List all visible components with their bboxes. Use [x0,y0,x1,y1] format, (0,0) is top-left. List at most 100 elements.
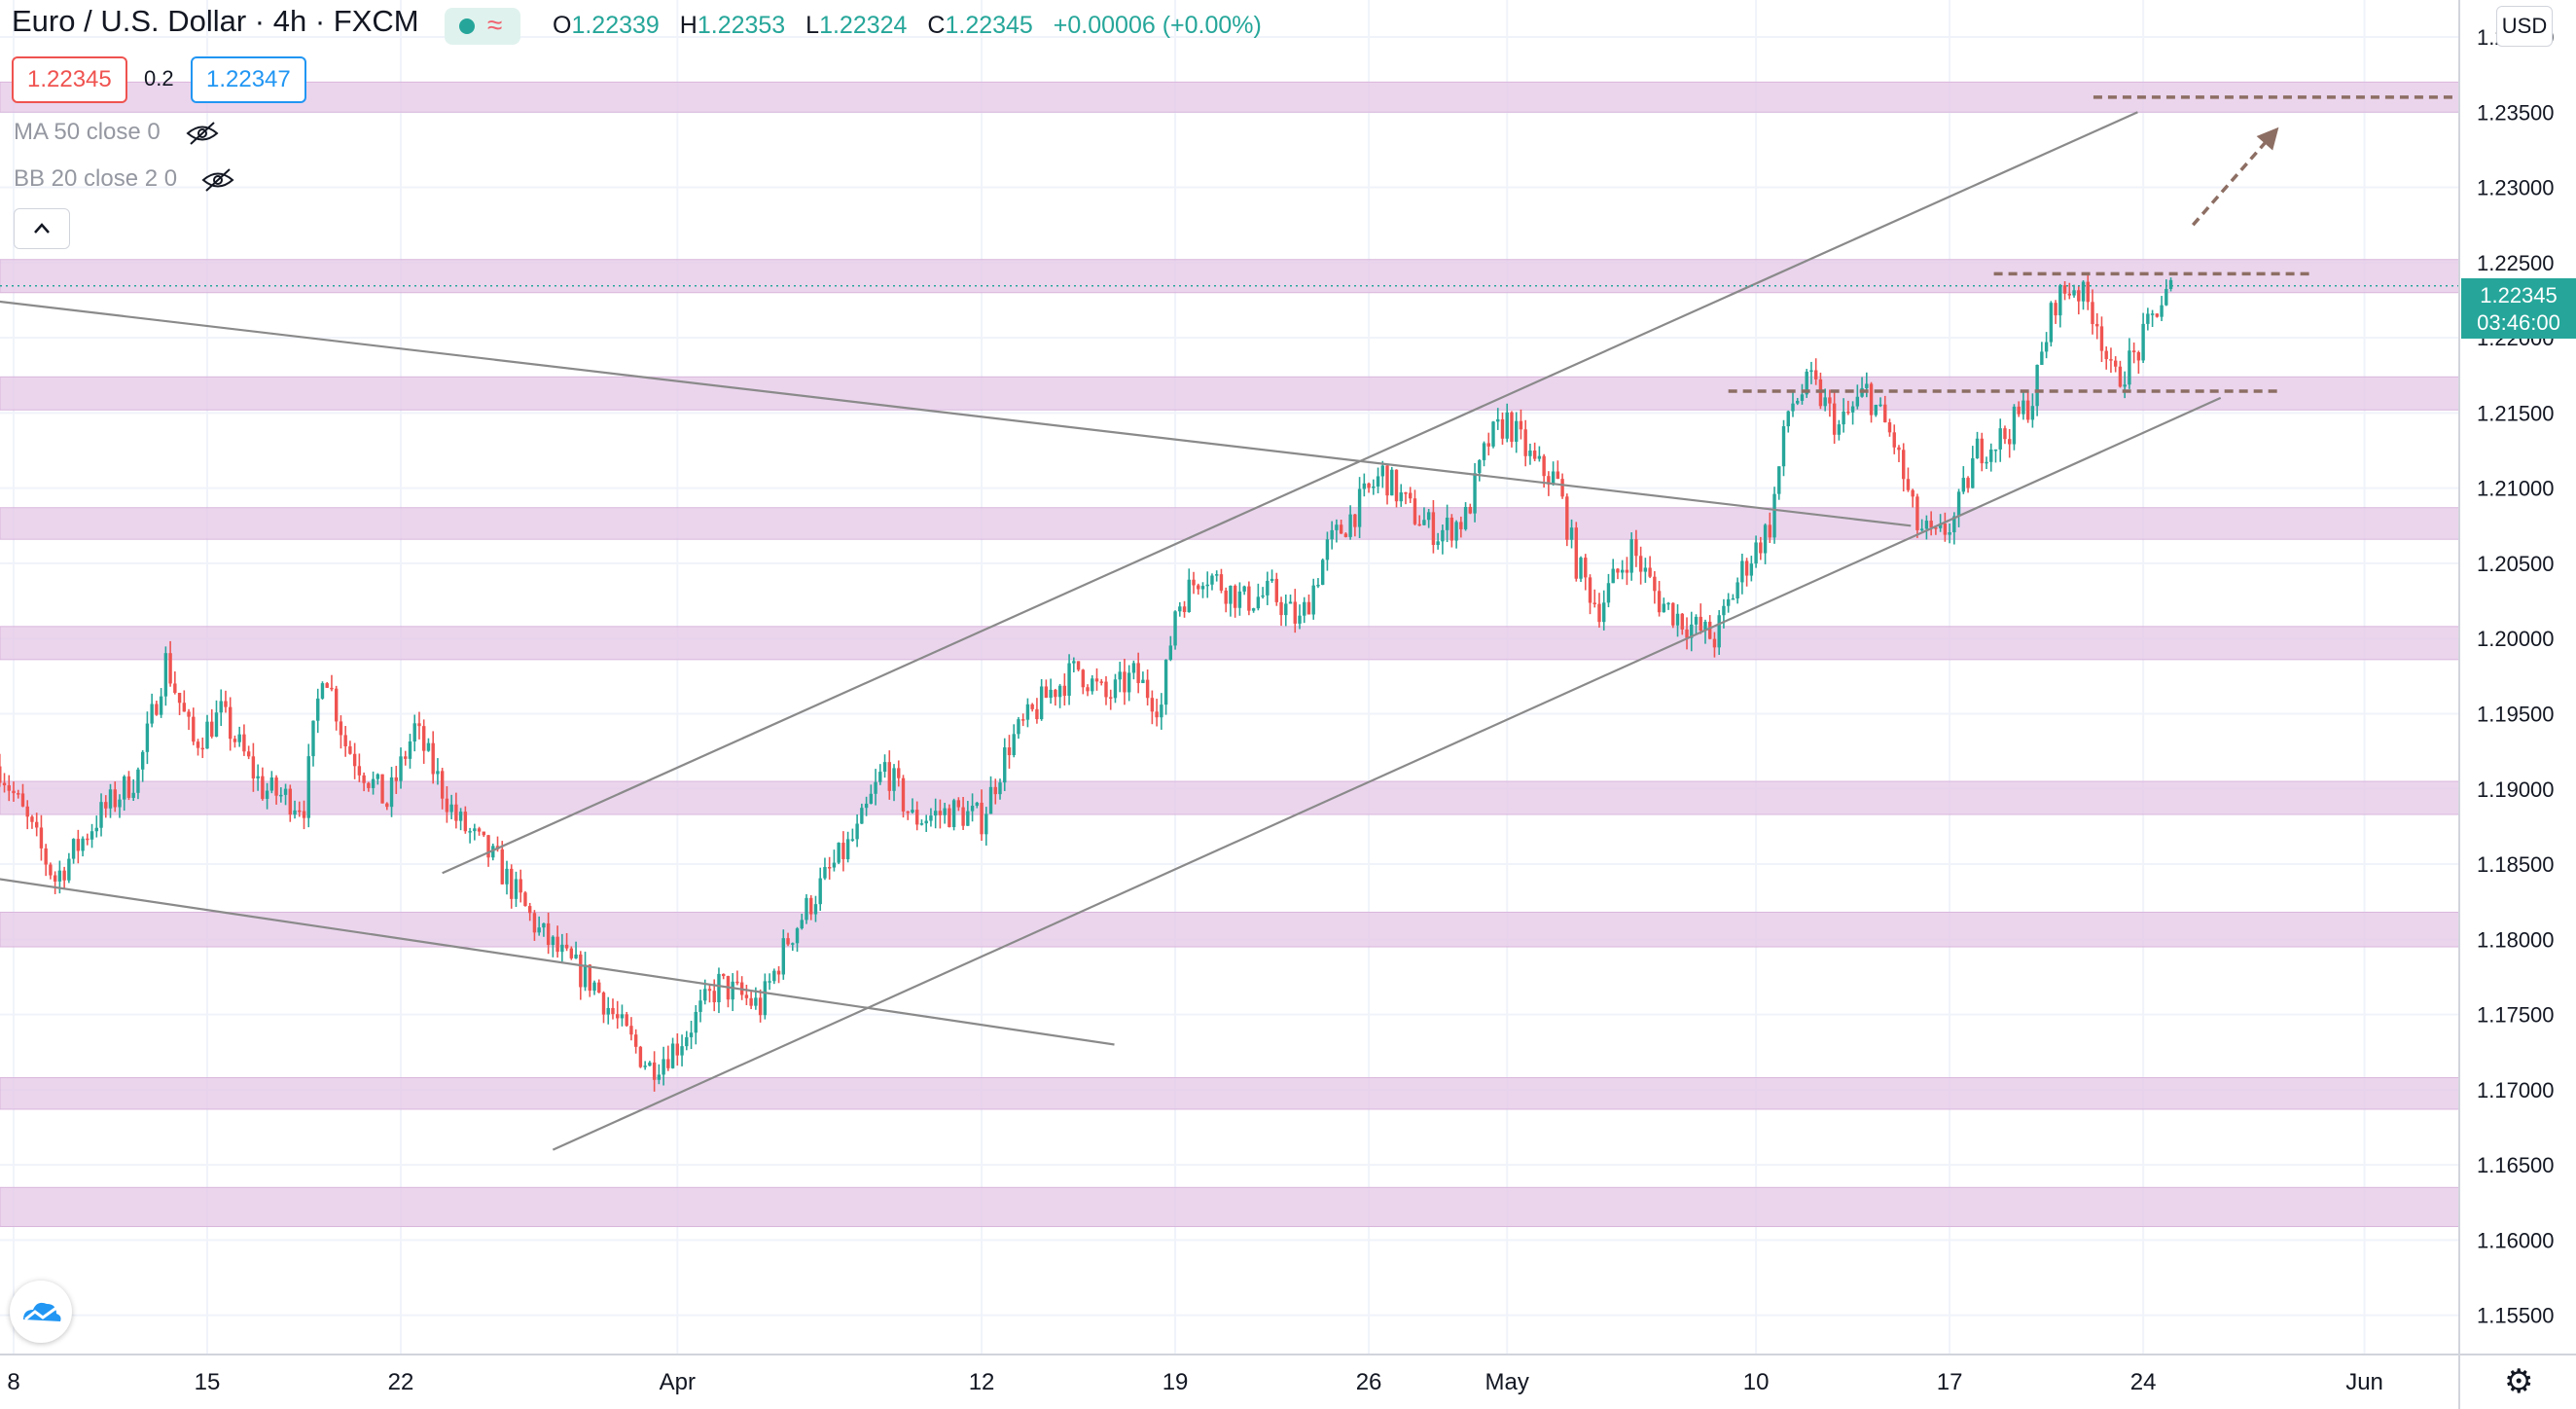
candle-body [1229,585,1233,604]
candle-body [2044,342,2049,352]
candle-body [1943,524,1948,535]
support-resistance-zones [0,81,2460,1227]
candle-body [2104,350,2108,360]
candle-body [1938,524,1943,528]
sr-zone [0,376,2460,411]
candle-body [2109,359,2113,361]
candle-body [431,742,435,775]
x-tick-label: 17 [1937,1369,1963,1395]
candle-body [12,790,16,794]
candle-body [246,751,251,757]
candle-body [754,997,758,1006]
candle-body [177,693,182,704]
candle-body [938,811,943,815]
tradingview-logo[interactable] [10,1281,72,1343]
candle-body [371,778,376,788]
candle-body [915,810,919,825]
indicator-bb[interactable]: BB 20 close 2 0 [14,165,178,192]
candle-body [126,776,131,798]
candle-body [2021,400,2025,415]
candle-body [1832,403,1837,435]
y-tick-label: 1.15500 [2477,1304,2555,1328]
market-status-pill[interactable]: ≈ [445,8,520,45]
candle-body [625,1014,628,1027]
candle-body [845,839,850,859]
candle-body [1685,629,1689,638]
candle-body [1800,394,1805,401]
candle-body [2058,285,2062,316]
candle-body [1210,575,1214,585]
hidden-eye-icon[interactable] [185,121,220,146]
candle-body [486,835,490,858]
candle-body [1160,704,1163,718]
candle-body [1813,370,1818,379]
candle-body [1796,400,1800,404]
settings-gear-icon[interactable]: ⚙ [2504,1363,2534,1400]
candle-body [1399,492,1403,502]
candle-body [1197,585,1200,590]
candle-body [1528,451,1532,456]
currency-button[interactable]: USD [2496,6,2553,47]
candle-body [2049,303,2054,343]
candle-body [242,734,246,752]
candle-body [320,683,325,699]
candle-body [768,981,771,983]
candle-body [1505,412,1509,439]
candle-body [1690,624,1694,638]
candle-body [408,741,412,759]
candle-body [574,954,578,958]
sr-zone [0,81,2460,113]
candle-body [1118,671,1122,680]
candle-body [1680,613,1684,630]
hidden-eye-icon[interactable] [200,167,235,193]
sell-price-button[interactable]: 1.22345 [12,56,127,103]
collapse-legend-button[interactable] [14,208,70,249]
candle-body [657,1074,662,1080]
indicator-ma[interactable]: MA 50 close 0 [14,119,161,145]
candle-body [1537,455,1542,459]
candle-body [2077,290,2081,302]
candle-body [980,802,984,835]
candle-body [1837,424,1842,435]
candle-body [1781,426,1786,467]
candle-body [975,802,980,807]
candle-body [168,653,172,684]
candle-body [1919,528,1924,530]
candle-body [1478,459,1482,474]
cloud-logo-icon [23,1302,61,1321]
candle-body [809,897,813,915]
candle-body [261,776,265,799]
candle-body [1131,663,1136,673]
candle-body [1828,397,1832,404]
candle-body [2003,428,2007,440]
candle-body [123,776,126,800]
candle-body [1584,558,1588,578]
candle-body [25,806,29,817]
y-tick-label: 1.23000 [2477,176,2555,200]
buy-price-button[interactable]: 1.22347 [191,56,306,103]
candle-body [514,879,519,899]
candle-body [20,793,25,807]
candle-body [1906,479,1911,490]
symbol-title[interactable]: Euro / U.S. Dollar · 4h · FXCM [12,4,419,38]
candle-body [1897,447,1901,451]
candle-body [1519,420,1523,430]
candle-body [731,981,734,1000]
candle-body [537,927,541,933]
candle-body [145,723,150,752]
y-tick-label: 1.20000 [2477,627,2555,651]
candle-body [1072,661,1076,664]
candle-body [818,878,822,905]
candle-body [911,810,914,813]
sr-zone [0,780,2460,815]
candle-body [652,1062,657,1080]
candle-body [966,811,970,826]
candle-body [897,768,901,778]
candle-body [2118,366,2123,387]
candle-body [588,964,591,992]
candle-body [670,1043,675,1068]
candle-body [689,1032,694,1037]
candle-body [1579,558,1583,579]
candle-body [1892,432,1896,448]
